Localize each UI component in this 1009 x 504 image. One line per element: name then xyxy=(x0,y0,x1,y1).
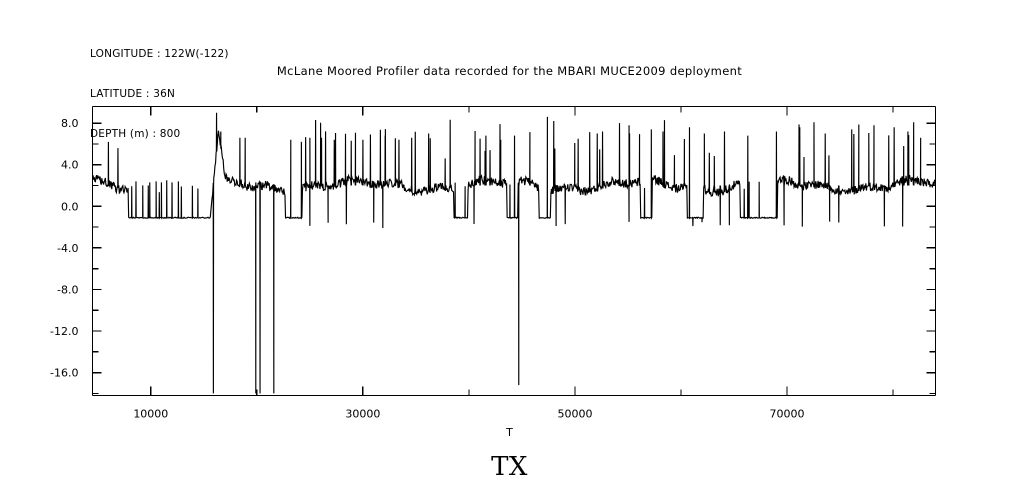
svg-text:0.0: 0.0 xyxy=(61,200,79,213)
tick-label-layer: 8.0 4.0 0.0 -4.0 -8.0 -12.0 -16.0 10000 30000 500… xyxy=(50,117,805,420)
station-metadata: LONGITUDE : 122W(-122) LATITUDE : 36N DE… xyxy=(90,22,229,167)
longitude-label: LONGITUDE : 122W(-122) xyxy=(90,48,229,61)
latitude-label: LATITUDE : 36N xyxy=(90,88,176,101)
series-corner-label: TX xyxy=(0,452,1009,482)
svg-text:4.0: 4.0 xyxy=(61,159,79,172)
series-corner-label-text: TX xyxy=(491,452,528,482)
svg-text:-16.0: -16.0 xyxy=(50,367,78,380)
svg-text:-8.0: -8.0 xyxy=(57,283,78,296)
svg-text:-4.0: -4.0 xyxy=(57,242,78,255)
axes-layer xyxy=(91,105,937,397)
chart-title-text: McLane Moored Profiler data recorded for… xyxy=(276,64,743,78)
depth-label: DEPTH (m) : 800 xyxy=(90,127,181,140)
x-axis-label-text: T xyxy=(506,426,513,439)
svg-text:30000: 30000 xyxy=(345,408,380,421)
svg-text:10000: 10000 xyxy=(133,408,168,421)
x-axis-label: T xyxy=(0,426,1009,439)
svg-text:70000: 70000 xyxy=(770,408,805,421)
svg-text:-12.0: -12.0 xyxy=(50,325,78,338)
svg-text:50000: 50000 xyxy=(557,408,592,421)
data-trace-layer xyxy=(92,112,936,394)
chart-title: McLane Moored Profiler data recorded for… xyxy=(0,64,1009,78)
svg-text:8.0: 8.0 xyxy=(61,117,79,130)
